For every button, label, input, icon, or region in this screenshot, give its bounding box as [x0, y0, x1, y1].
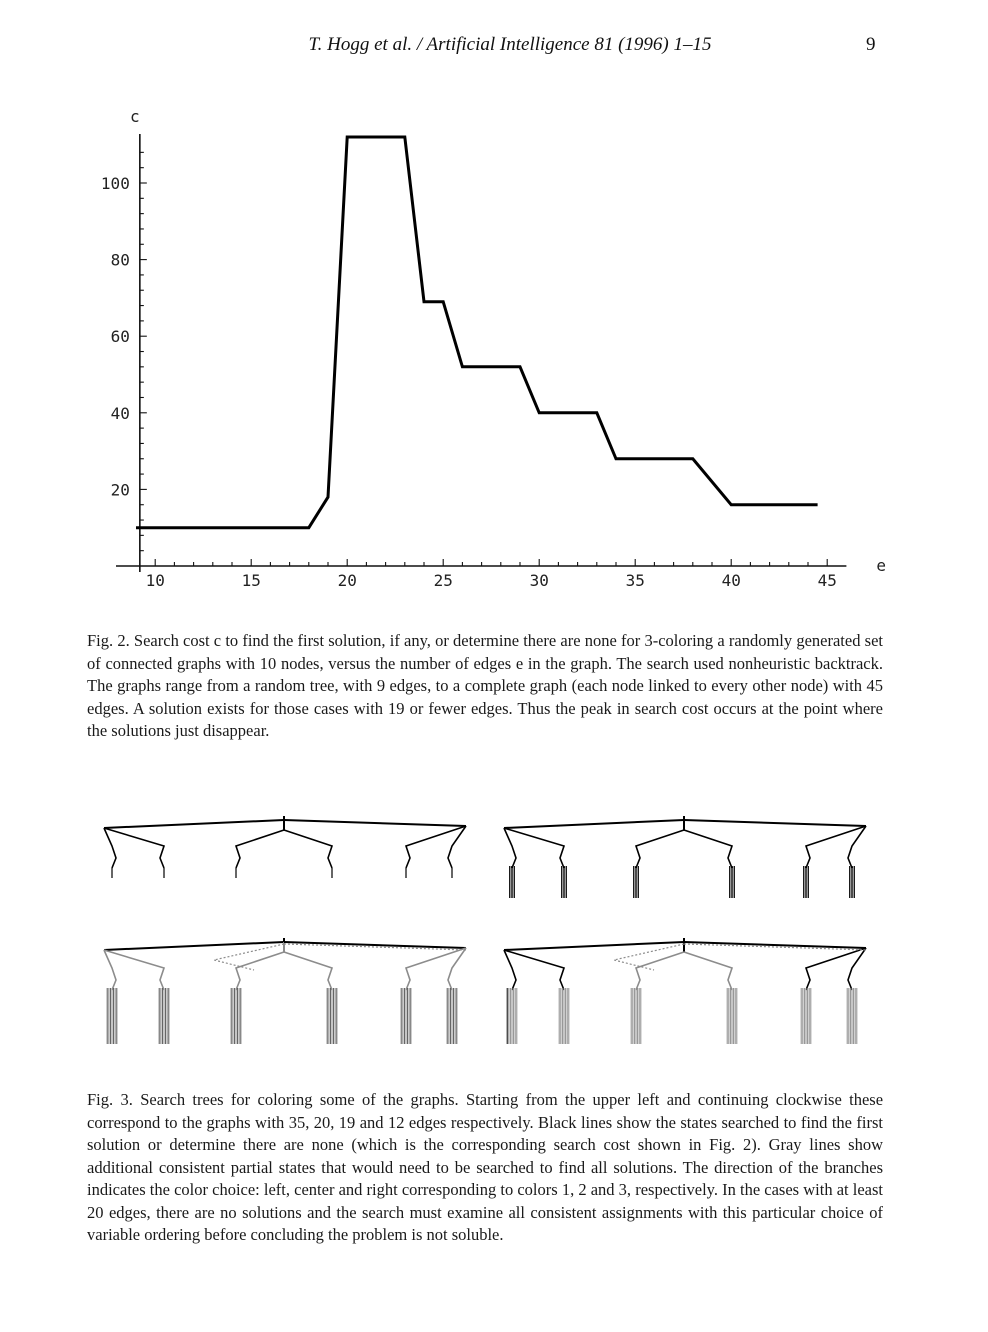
y-tick-label: 100	[101, 174, 130, 193]
x-tick-label: 25	[434, 571, 453, 590]
running-head: T. Hogg et al. / Artificial Intelligence…	[308, 34, 712, 55]
x-tick-label: 40	[722, 571, 741, 590]
tree-sub-branch	[503, 949, 517, 991]
tree-branch	[683, 819, 867, 827]
search-cost-series-line	[136, 135, 818, 530]
search-tree-bottom-left	[103, 938, 467, 1044]
x-tick-label: 30	[530, 571, 549, 590]
figure-3-caption-label: Fig. 3.	[87, 1090, 133, 1109]
tree-sub-branch	[404, 947, 467, 991]
chart-series	[136, 135, 818, 530]
y-tick-label: 80	[111, 251, 130, 270]
tree-sub-branch	[103, 827, 166, 869]
figure-3-caption-text: Search trees for coloring some of the gr…	[87, 1090, 884, 1244]
tree-branch	[103, 819, 285, 829]
x-tick-label: 45	[818, 571, 837, 590]
x-axis-label: e	[876, 556, 886, 575]
search-tree-top-right	[503, 816, 867, 898]
search-trees-diagram	[103, 816, 867, 1044]
tree-sub-branch	[634, 829, 685, 869]
tree-sub-branch	[683, 951, 734, 991]
tree-sub-branch	[634, 951, 685, 991]
tree-sub-branch	[683, 829, 734, 869]
tree-sub-branch	[234, 951, 285, 991]
tree-sub-branch	[103, 949, 166, 991]
figure-2-caption: Fig. 2. Search cost c to find the first …	[87, 630, 883, 743]
tree-sub-branch	[404, 825, 467, 869]
tree-gray-branch	[613, 943, 685, 971]
tree-sub-branch	[503, 827, 566, 869]
search-tree-top-left	[103, 816, 467, 878]
y-tick-label: 20	[111, 480, 130, 499]
x-tick-label: 20	[338, 571, 357, 590]
tree-branch	[103, 941, 285, 951]
figure-2-caption-text: Search cost c to find the first solution…	[87, 631, 883, 740]
tree-sub-branch	[447, 947, 467, 991]
y-tick-label: 60	[111, 327, 130, 346]
tree-sub-branch	[804, 825, 867, 869]
tree-sub-branch	[804, 947, 867, 991]
tree-sub-branch	[447, 825, 467, 869]
tree-branch	[503, 941, 685, 951]
figure-3-search-trees	[94, 808, 884, 1068]
tree-branch	[283, 819, 467, 827]
page-header: T. Hogg et al. / Artificial Intelligence…	[0, 30, 988, 60]
tree-sub-branch	[847, 947, 867, 991]
x-tick-label: 10	[146, 571, 165, 590]
search-cost-line-chart: 20 40 60 80 100 10 15 20 25 30 35 40 45 c e	[101, 107, 886, 590]
figure-2-caption-label: Fig. 2.	[87, 631, 130, 650]
tree-sub-branch	[234, 829, 285, 869]
tree-branch	[283, 941, 467, 949]
tree-sub-branch	[283, 951, 334, 991]
y-tick-label: 40	[111, 404, 130, 423]
tree-gray-branch	[213, 943, 285, 971]
tree-branch	[683, 941, 867, 949]
tree-sub-branch	[503, 827, 517, 869]
tree-sub-branch	[503, 949, 566, 991]
tree-sub-branch	[283, 829, 334, 869]
figure-2-chart: 20 40 60 80 100 10 15 20 25 30 35 40 45 c e	[70, 100, 900, 620]
tree-sub-branch	[847, 825, 867, 869]
y-axis-label: c	[130, 107, 140, 126]
search-tree-bottom-right	[503, 938, 867, 1044]
page-number: 9	[866, 34, 876, 55]
x-tick-label: 35	[626, 571, 645, 590]
tree-branch	[503, 819, 685, 829]
x-tick-label: 15	[242, 571, 261, 590]
chart-axes	[116, 134, 847, 572]
chart-ticks: 20 40 60 80 100 10 15 20 25 30 35 40 45	[101, 151, 837, 590]
figure-3-caption: Fig. 3. Search trees for coloring some o…	[87, 1089, 883, 1247]
tree-sub-branch	[103, 949, 117, 991]
tree-sub-branch	[103, 827, 117, 869]
